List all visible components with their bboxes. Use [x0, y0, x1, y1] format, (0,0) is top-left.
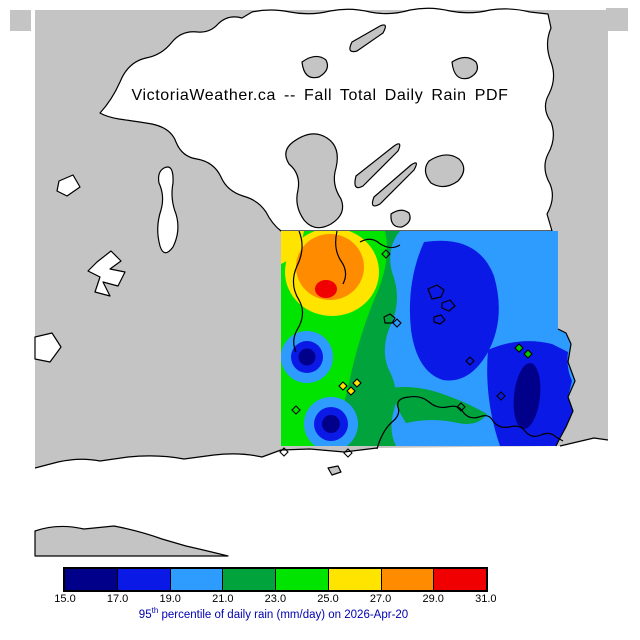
island-outline — [441, 299, 456, 312]
colorbar-tick-label: 17.0 — [106, 593, 129, 605]
lake — [87, 250, 126, 297]
colorbar-cell — [223, 569, 276, 590]
caption-value: 95 — [138, 608, 152, 621]
rain-min-navy-core — [322, 415, 340, 433]
station-diamond — [343, 448, 353, 458]
islands — [34, 24, 479, 557]
coastline — [359, 238, 401, 249]
contour-band-orange — [296, 234, 364, 300]
data-region-coastlines — [292, 230, 576, 450]
station-diamond — [465, 356, 475, 366]
colorbar-tick-label: 23.0 — [264, 593, 287, 605]
station-diamond — [392, 318, 402, 328]
rain-max-red-core — [315, 280, 337, 298]
island — [301, 55, 329, 79]
station-diamond — [381, 249, 391, 259]
island — [354, 143, 401, 189]
contour-band-blue — [409, 240, 499, 381]
colorbar-caption: 95th percentile of daily rain (mm/day) o… — [63, 606, 484, 621]
lake — [34, 332, 62, 363]
lake — [157, 166, 179, 254]
water-bodies — [34, 7, 609, 556]
island-outline — [427, 284, 445, 300]
coastline — [335, 230, 347, 285]
station-markers — [279, 249, 533, 458]
island — [371, 162, 417, 207]
colorbar-tick-label: 19.0 — [159, 593, 181, 605]
colorbar-cell — [276, 569, 329, 590]
island — [451, 56, 479, 80]
station-diamond — [291, 405, 301, 415]
station-diamond — [523, 349, 533, 359]
colorbar-tick-label: 27.0 — [369, 593, 392, 605]
station-diamond — [279, 447, 289, 457]
island — [390, 209, 411, 228]
colorbar-tick-label: 21.0 — [212, 593, 234, 605]
rain-min-navy-core — [298, 348, 316, 366]
station-diamond — [346, 386, 356, 396]
juan-de-fuca-strait-water — [35, 438, 608, 556]
colorbar-cell — [434, 569, 486, 590]
colorbar-cell — [328, 569, 382, 590]
colorbar-tick-label: 25.0 — [317, 593, 339, 605]
caption-ordinal: th — [151, 606, 159, 615]
station-diamond — [352, 378, 362, 388]
colorbar-cell — [381, 569, 435, 590]
colorbar-cell — [117, 569, 171, 590]
olympic-peninsula-land — [34, 525, 229, 557]
caption-text: percentile of daily rain (mm/day) on 202… — [158, 608, 409, 621]
rain-min-navy-streak — [513, 363, 541, 429]
station-diamond — [338, 381, 348, 391]
colorbar-cell — [170, 569, 224, 590]
colorbar — [63, 567, 488, 592]
coastline — [292, 230, 304, 353]
island — [327, 465, 342, 476]
contour-band-yellow — [281, 231, 304, 264]
coastline — [376, 395, 564, 450]
station-diamond — [496, 391, 506, 401]
lake — [56, 174, 81, 197]
colorbar-tick-label: 15.0 — [54, 593, 76, 605]
station-diamond — [456, 402, 466, 412]
map-corner-patch — [606, 8, 628, 31]
coastline — [555, 328, 576, 447]
colorbar-cell — [65, 569, 118, 590]
island-outline — [433, 314, 446, 325]
station-diamond — [514, 343, 524, 353]
colorbar-tick-label: 31.0 — [475, 593, 497, 605]
colorbar-tick-label: 29.0 — [422, 593, 444, 605]
coastline — [559, 437, 609, 447]
island — [424, 154, 465, 188]
rain-contour-field — [281, 231, 575, 446]
colorbar-tick-labels: 15.0 17.0 19.0 21.0 23.0 25.0 27.0 29.0 31.0 — [54, 593, 496, 607]
island-outline — [383, 313, 396, 324]
coastline — [34, 447, 378, 469]
island — [285, 133, 344, 229]
island — [349, 24, 386, 53]
page-title: VictoriaWeather.ca -- Fall Total Daily R… — [131, 87, 509, 104]
map-corner-patch — [10, 10, 31, 31]
